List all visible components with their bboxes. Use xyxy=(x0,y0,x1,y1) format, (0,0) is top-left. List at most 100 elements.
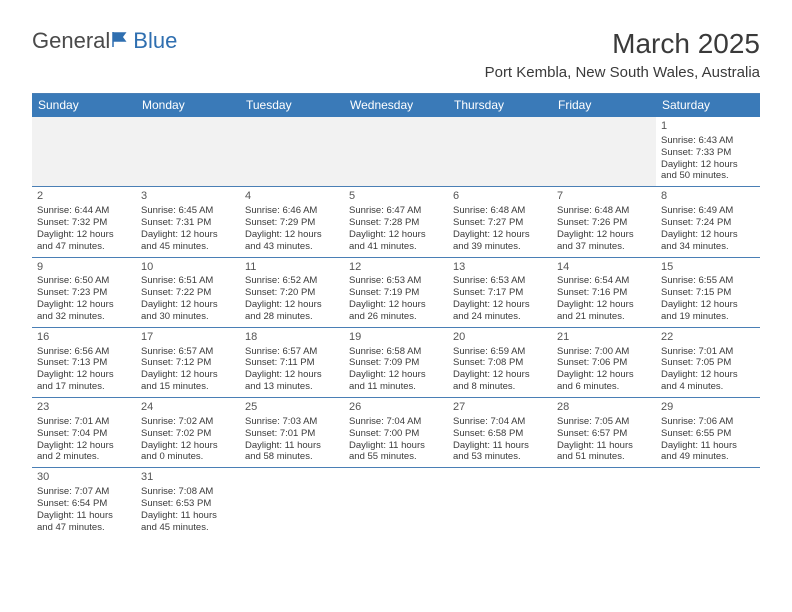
day-number: 3 xyxy=(141,190,235,204)
week-row: 9Sunrise: 6:50 AMSunset: 7:23 PMDaylight… xyxy=(32,258,760,328)
daylight-text: Daylight: 12 hours and 39 minutes. xyxy=(453,229,547,253)
day-cell: 7Sunrise: 6:48 AMSunset: 7:26 PMDaylight… xyxy=(552,187,656,256)
week-row: 23Sunrise: 7:01 AMSunset: 7:04 PMDayligh… xyxy=(32,398,760,468)
day-number: 13 xyxy=(453,261,547,275)
sunset-text: Sunset: 7:11 PM xyxy=(245,357,339,369)
day-cell: 27Sunrise: 7:04 AMSunset: 6:58 PMDayligh… xyxy=(448,398,552,467)
daylight-text: Daylight: 12 hours and 6 minutes. xyxy=(557,369,651,393)
empty-cell xyxy=(240,117,344,186)
day-cell: 21Sunrise: 7:00 AMSunset: 7:06 PMDayligh… xyxy=(552,328,656,397)
sunrise-text: Sunrise: 6:53 AM xyxy=(349,275,443,287)
day-cell: 18Sunrise: 6:57 AMSunset: 7:11 PMDayligh… xyxy=(240,328,344,397)
empty-cell xyxy=(344,117,448,186)
sunrise-text: Sunrise: 7:08 AM xyxy=(141,486,235,498)
day-cell: 15Sunrise: 6:55 AMSunset: 7:15 PMDayligh… xyxy=(656,258,760,327)
day-cell: 25Sunrise: 7:03 AMSunset: 7:01 PMDayligh… xyxy=(240,398,344,467)
sunrise-text: Sunrise: 6:46 AM xyxy=(245,205,339,217)
empty-cell xyxy=(32,117,136,186)
sunrise-text: Sunrise: 7:02 AM xyxy=(141,416,235,428)
daylight-text: Daylight: 12 hours and 11 minutes. xyxy=(349,369,443,393)
sunset-text: Sunset: 7:13 PM xyxy=(37,357,131,369)
sunrise-text: Sunrise: 6:44 AM xyxy=(37,205,131,217)
sunset-text: Sunset: 7:28 PM xyxy=(349,217,443,229)
day-number: 10 xyxy=(141,261,235,275)
sunrise-text: Sunrise: 6:59 AM xyxy=(453,346,547,358)
sunset-text: Sunset: 7:31 PM xyxy=(141,217,235,229)
header: General Blue March 2025 Port Kembla, New… xyxy=(0,0,792,89)
day-number: 8 xyxy=(661,190,755,204)
sunset-text: Sunset: 7:20 PM xyxy=(245,287,339,299)
day-cell: 10Sunrise: 6:51 AMSunset: 7:22 PMDayligh… xyxy=(136,258,240,327)
sunrise-text: Sunrise: 6:50 AM xyxy=(37,275,131,287)
daylight-text: Daylight: 11 hours and 49 minutes. xyxy=(661,440,755,464)
daylight-text: Daylight: 12 hours and 2 minutes. xyxy=(37,440,131,464)
sunset-text: Sunset: 7:22 PM xyxy=(141,287,235,299)
daylight-text: Daylight: 12 hours and 21 minutes. xyxy=(557,299,651,323)
day-number: 30 xyxy=(37,471,131,485)
sunset-text: Sunset: 6:57 PM xyxy=(557,428,651,440)
sunset-text: Sunset: 7:32 PM xyxy=(37,217,131,229)
sunrise-text: Sunrise: 6:52 AM xyxy=(245,275,339,287)
day-number: 18 xyxy=(245,331,339,345)
day-cell: 19Sunrise: 6:58 AMSunset: 7:09 PMDayligh… xyxy=(344,328,448,397)
sunset-text: Sunset: 7:09 PM xyxy=(349,357,443,369)
daylight-text: Daylight: 12 hours and 41 minutes. xyxy=(349,229,443,253)
day-cell: 16Sunrise: 6:56 AMSunset: 7:13 PMDayligh… xyxy=(32,328,136,397)
day-number: 22 xyxy=(661,331,755,345)
day-number: 25 xyxy=(245,401,339,415)
week-row: 1Sunrise: 6:43 AMSunset: 7:33 PMDaylight… xyxy=(32,117,760,187)
empty-cell xyxy=(448,468,552,537)
day-number: 9 xyxy=(37,261,131,275)
sunrise-text: Sunrise: 7:01 AM xyxy=(37,416,131,428)
weekday-row: SundayMondayTuesdayWednesdayThursdayFrid… xyxy=(32,94,760,117)
sunrise-text: Sunrise: 6:55 AM xyxy=(661,275,755,287)
weekday-wednesday: Wednesday xyxy=(344,94,448,117)
sunset-text: Sunset: 7:02 PM xyxy=(141,428,235,440)
sunset-text: Sunset: 7:19 PM xyxy=(349,287,443,299)
day-number: 20 xyxy=(453,331,547,345)
day-number: 12 xyxy=(349,261,443,275)
sunset-text: Sunset: 7:05 PM xyxy=(661,357,755,369)
day-number: 16 xyxy=(37,331,131,345)
day-cell: 12Sunrise: 6:53 AMSunset: 7:19 PMDayligh… xyxy=(344,258,448,327)
sunrise-text: Sunrise: 6:48 AM xyxy=(557,205,651,217)
empty-cell xyxy=(344,468,448,537)
day-number: 11 xyxy=(245,261,339,275)
daylight-text: Daylight: 11 hours and 47 minutes. xyxy=(37,510,131,534)
weekday-saturday: Saturday xyxy=(656,94,760,117)
day-cell: 6Sunrise: 6:48 AMSunset: 7:27 PMDaylight… xyxy=(448,187,552,256)
sunrise-text: Sunrise: 7:04 AM xyxy=(453,416,547,428)
day-cell: 17Sunrise: 6:57 AMSunset: 7:12 PMDayligh… xyxy=(136,328,240,397)
day-cell: 26Sunrise: 7:04 AMSunset: 7:00 PMDayligh… xyxy=(344,398,448,467)
location: Port Kembla, New South Wales, Australia xyxy=(485,64,760,81)
sunset-text: Sunset: 7:23 PM xyxy=(37,287,131,299)
empty-cell xyxy=(448,117,552,186)
empty-cell xyxy=(656,468,760,537)
sunrise-text: Sunrise: 6:45 AM xyxy=(141,205,235,217)
weekday-thursday: Thursday xyxy=(448,94,552,117)
week-row: 2Sunrise: 6:44 AMSunset: 7:32 PMDaylight… xyxy=(32,187,760,257)
daylight-text: Daylight: 12 hours and 50 minutes. xyxy=(661,159,755,183)
sunset-text: Sunset: 6:55 PM xyxy=(661,428,755,440)
day-number: 27 xyxy=(453,401,547,415)
sunset-text: Sunset: 7:15 PM xyxy=(661,287,755,299)
daylight-text: Daylight: 11 hours and 53 minutes. xyxy=(453,440,547,464)
day-number: 21 xyxy=(557,331,651,345)
logo-text2: Blue xyxy=(133,28,177,54)
day-cell: 14Sunrise: 6:54 AMSunset: 7:16 PMDayligh… xyxy=(552,258,656,327)
sunset-text: Sunset: 7:04 PM xyxy=(37,428,131,440)
daylight-text: Daylight: 12 hours and 15 minutes. xyxy=(141,369,235,393)
day-cell: 13Sunrise: 6:53 AMSunset: 7:17 PMDayligh… xyxy=(448,258,552,327)
sunrise-text: Sunrise: 7:07 AM xyxy=(37,486,131,498)
day-number: 14 xyxy=(557,261,651,275)
daylight-text: Daylight: 12 hours and 37 minutes. xyxy=(557,229,651,253)
day-cell: 2Sunrise: 6:44 AMSunset: 7:32 PMDaylight… xyxy=(32,187,136,256)
sunset-text: Sunset: 7:16 PM xyxy=(557,287,651,299)
daylight-text: Daylight: 11 hours and 55 minutes. xyxy=(349,440,443,464)
day-cell: 9Sunrise: 6:50 AMSunset: 7:23 PMDaylight… xyxy=(32,258,136,327)
day-number: 7 xyxy=(557,190,651,204)
daylight-text: Daylight: 12 hours and 32 minutes. xyxy=(37,299,131,323)
day-cell: 30Sunrise: 7:07 AMSunset: 6:54 PMDayligh… xyxy=(32,468,136,537)
week-row: 16Sunrise: 6:56 AMSunset: 7:13 PMDayligh… xyxy=(32,328,760,398)
daylight-text: Daylight: 12 hours and 47 minutes. xyxy=(37,229,131,253)
